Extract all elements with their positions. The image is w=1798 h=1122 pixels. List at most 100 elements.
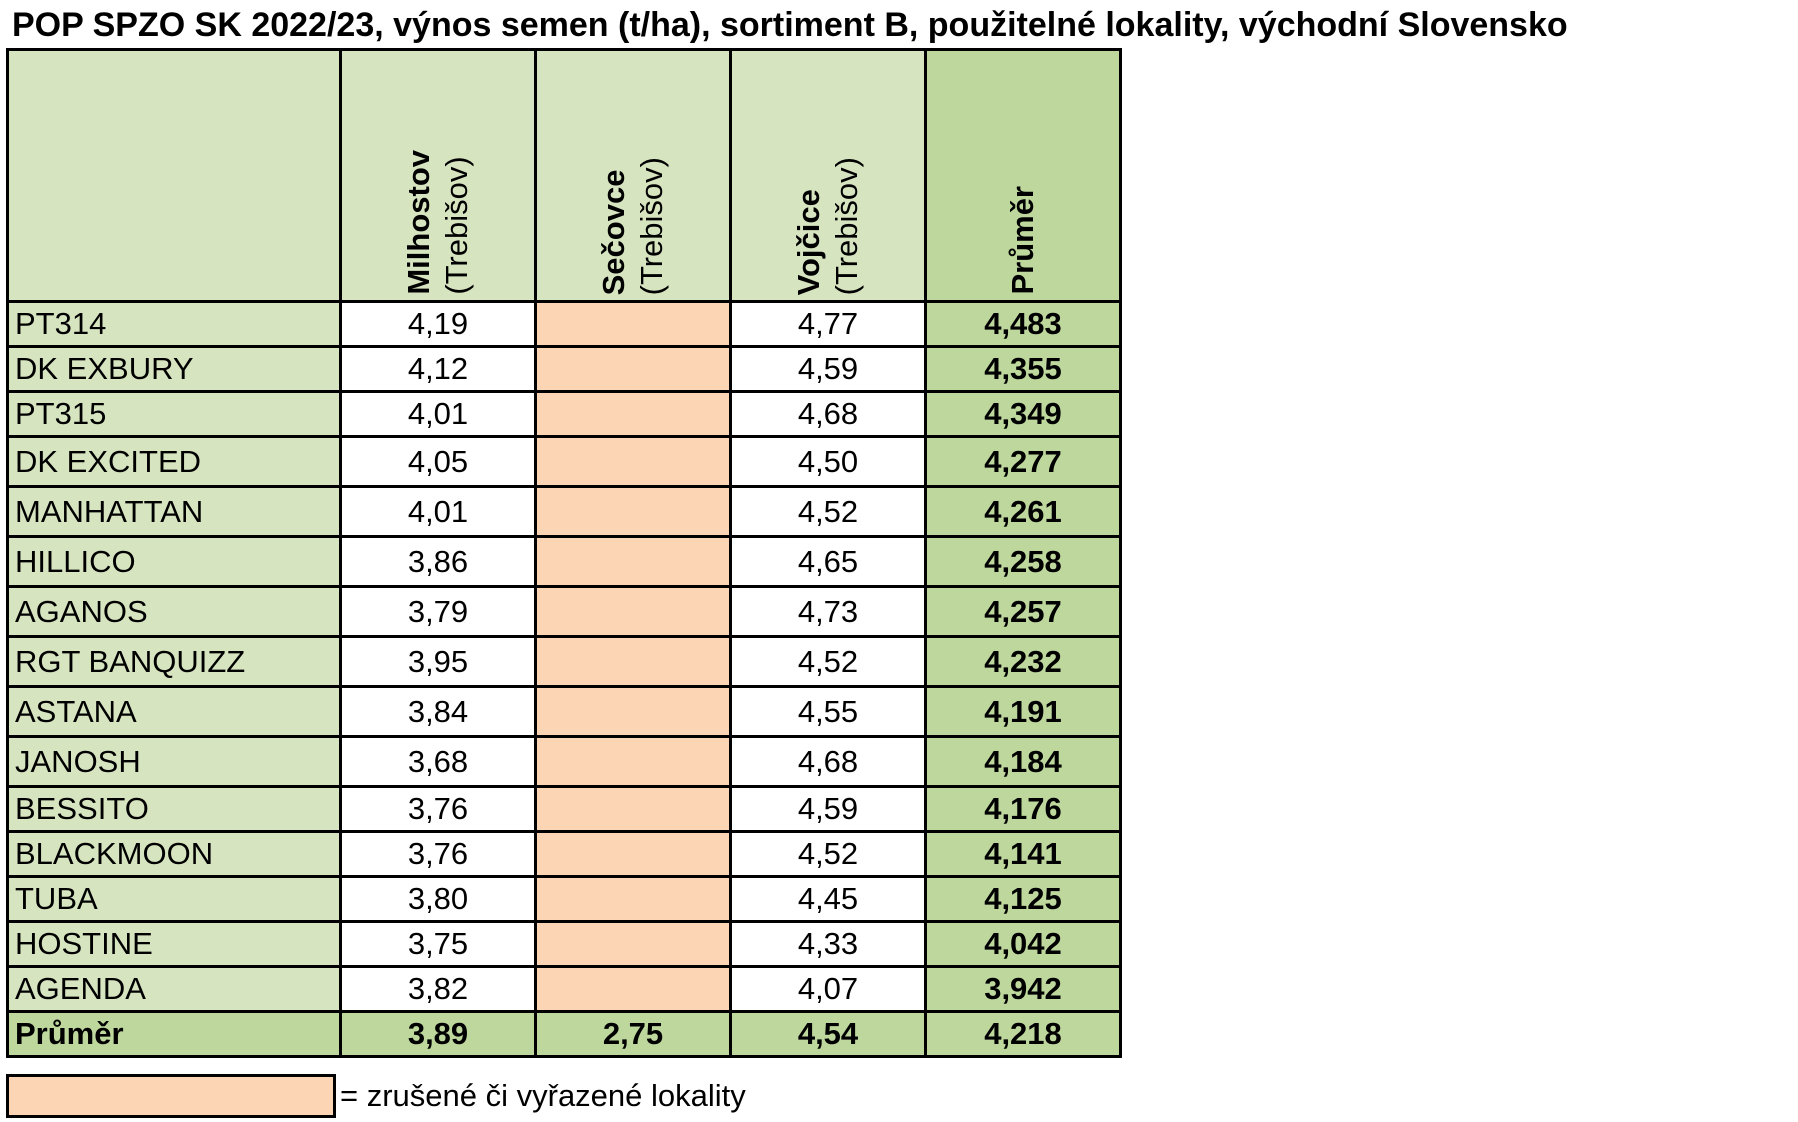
- value-cell-milhostov: 4,05: [339, 435, 537, 488]
- value-cell-secovce-excluded: [534, 300, 732, 348]
- value-cell-prumer: 4,125: [924, 875, 1122, 923]
- value-cell-milhostov: 4,12: [339, 345, 537, 393]
- value-cell-vojcice: 4,52: [729, 830, 927, 878]
- value-cell-vojcice: 4,68: [729, 390, 927, 438]
- value-cell-vojcice: 4,59: [729, 785, 927, 833]
- value-cell-vojcice: 4,07: [729, 965, 927, 1013]
- table-row: BLACKMOON 3,76 4,52 4,141: [6, 830, 1122, 878]
- value-cell-secovce-excluded: [534, 875, 732, 923]
- variety-name: AGANOS: [6, 585, 342, 638]
- table-row: DK EXCITED 4,05 4,50 4,277: [6, 435, 1122, 488]
- value-cell-prumer: 4,483: [924, 300, 1122, 348]
- table-row: MANHATTAN 4,01 4,52 4,261: [6, 485, 1122, 538]
- value-cell-secovce-excluded: [534, 585, 732, 638]
- value-cell-vojcice: 4,73: [729, 585, 927, 638]
- value-cell-milhostov: 3,79: [339, 585, 537, 638]
- value-cell-prumer: 4,042: [924, 920, 1122, 968]
- value-cell-milhostov: 3,76: [339, 785, 537, 833]
- value-cell-secovce-excluded: [534, 485, 732, 538]
- value-cell-milhostov: 3,82: [339, 965, 537, 1013]
- value-cell-milhostov: 3,80: [339, 875, 537, 923]
- value-cell-prumer: 4,141: [924, 830, 1122, 878]
- variety-name: HILLICO: [6, 535, 342, 588]
- variety-name: TUBA: [6, 875, 342, 923]
- value-cell-vojcice: 4,33: [729, 920, 927, 968]
- table-row: BESSITO 3,76 4,59 4,176: [6, 785, 1122, 833]
- table-row: AGENDA 3,82 4,07 3,942: [6, 965, 1122, 1013]
- value-cell-prumer: 4,257: [924, 585, 1122, 638]
- value-cell-vojcice: 4,55: [729, 685, 927, 738]
- value-cell-secovce-excluded: [534, 390, 732, 438]
- column-header-prumer: Průměr: [924, 48, 1122, 303]
- average-cell: 4,218: [924, 1010, 1122, 1058]
- column-district: (Trebišov): [439, 156, 474, 295]
- header-corner-cell: [6, 48, 342, 303]
- variety-name: PT314: [6, 300, 342, 348]
- value-cell-prumer: 4,232: [924, 635, 1122, 688]
- variety-name: MANHATTAN: [6, 485, 342, 538]
- value-cell-vojcice: 4,77: [729, 300, 927, 348]
- value-cell-milhostov: 4,01: [339, 485, 537, 538]
- column-name: Sečovce: [596, 169, 631, 295]
- variety-name: PT315: [6, 390, 342, 438]
- table-row: AGANOS 3,79 4,73 4,257: [6, 585, 1122, 638]
- value-cell-secovce-excluded: [534, 535, 732, 588]
- value-cell-prumer: 3,942: [924, 965, 1122, 1013]
- table-row: PT314 4,19 4,77 4,483: [6, 300, 1122, 348]
- variety-name: BLACKMOON: [6, 830, 342, 878]
- table-row: DK EXBURY 4,12 4,59 4,355: [6, 345, 1122, 393]
- value-cell-milhostov: 3,95: [339, 635, 537, 688]
- value-cell-secovce-excluded: [534, 735, 732, 788]
- legend-text: = zrušené či vyřazené lokality: [340, 1078, 746, 1113]
- average-cell: 2,75: [534, 1010, 732, 1058]
- value-cell-prumer: 4,349: [924, 390, 1122, 438]
- value-cell-milhostov: 3,86: [339, 535, 537, 588]
- value-cell-vojcice: 4,50: [729, 435, 927, 488]
- variety-name: JANOSH: [6, 735, 342, 788]
- average-cell: 3,89: [339, 1010, 537, 1058]
- value-cell-prumer: 4,355: [924, 345, 1122, 393]
- variety-name: DK EXCITED: [6, 435, 342, 488]
- variety-name: ASTANA: [6, 685, 342, 738]
- value-cell-milhostov: 4,01: [339, 390, 537, 438]
- column-district: (Trebišov): [829, 156, 864, 295]
- value-cell-secovce-excluded: [534, 435, 732, 488]
- table-row: TUBA 3,80 4,45 4,125: [6, 875, 1122, 923]
- yield-table: Milhostov (Trebišov) Sečovce (Trebišov) …: [6, 48, 1122, 1058]
- variety-name: AGENDA: [6, 965, 342, 1013]
- value-cell-milhostov: 3,75: [339, 920, 537, 968]
- value-cell-secovce-excluded: [534, 345, 732, 393]
- column-name: Milhostov: [401, 150, 436, 295]
- value-cell-vojcice: 4,59: [729, 345, 927, 393]
- table-row: HILLICO 3,86 4,65 4,258: [6, 535, 1122, 588]
- value-cell-secovce-excluded: [534, 785, 732, 833]
- column-name: Vojčice: [791, 188, 826, 295]
- header-row: Milhostov (Trebišov) Sečovce (Trebišov) …: [6, 48, 1122, 303]
- table-row: RGT BANQUIZZ 3,95 4,52 4,232: [6, 635, 1122, 688]
- value-cell-prumer: 4,176: [924, 785, 1122, 833]
- value-cell-prumer: 4,261: [924, 485, 1122, 538]
- column-name: Průměr: [1005, 186, 1040, 295]
- value-cell-prumer: 4,191: [924, 685, 1122, 738]
- value-cell-prumer: 4,277: [924, 435, 1122, 488]
- value-cell-vojcice: 4,52: [729, 485, 927, 538]
- table-row: JANOSH 3,68 4,68 4,184: [6, 735, 1122, 788]
- column-header-vojcice: Vojčice (Trebišov): [729, 48, 927, 303]
- table-body: PT314 4,19 4,77 4,483 DK EXBURY 4,12 4,59 4,355…: [6, 300, 1122, 1013]
- table-row: HOSTINE 3,75 4,33 4,042: [6, 920, 1122, 968]
- legend-swatch-excluded: [6, 1074, 336, 1118]
- average-cell: 4,54: [729, 1010, 927, 1058]
- table-title: POP SPZO SK 2022/23, výnos semen (t/ha),…: [12, 6, 1568, 44]
- column-header-milhostov: Milhostov (Trebišov): [339, 48, 537, 303]
- variety-name: RGT BANQUIZZ: [6, 635, 342, 688]
- value-cell-secovce-excluded: [534, 920, 732, 968]
- variety-name: DK EXBURY: [6, 345, 342, 393]
- value-cell-prumer: 4,258: [924, 535, 1122, 588]
- average-row: Průměr 3,89 2,75 4,54 4,218: [6, 1010, 1122, 1058]
- value-cell-secovce-excluded: [534, 965, 732, 1013]
- value-cell-secovce-excluded: [534, 830, 732, 878]
- column-header-secovce: Sečovce (Trebišov): [534, 48, 732, 303]
- value-cell-prumer: 4,184: [924, 735, 1122, 788]
- value-cell-vojcice: 4,68: [729, 735, 927, 788]
- table-row: PT315 4,01 4,68 4,349: [6, 390, 1122, 438]
